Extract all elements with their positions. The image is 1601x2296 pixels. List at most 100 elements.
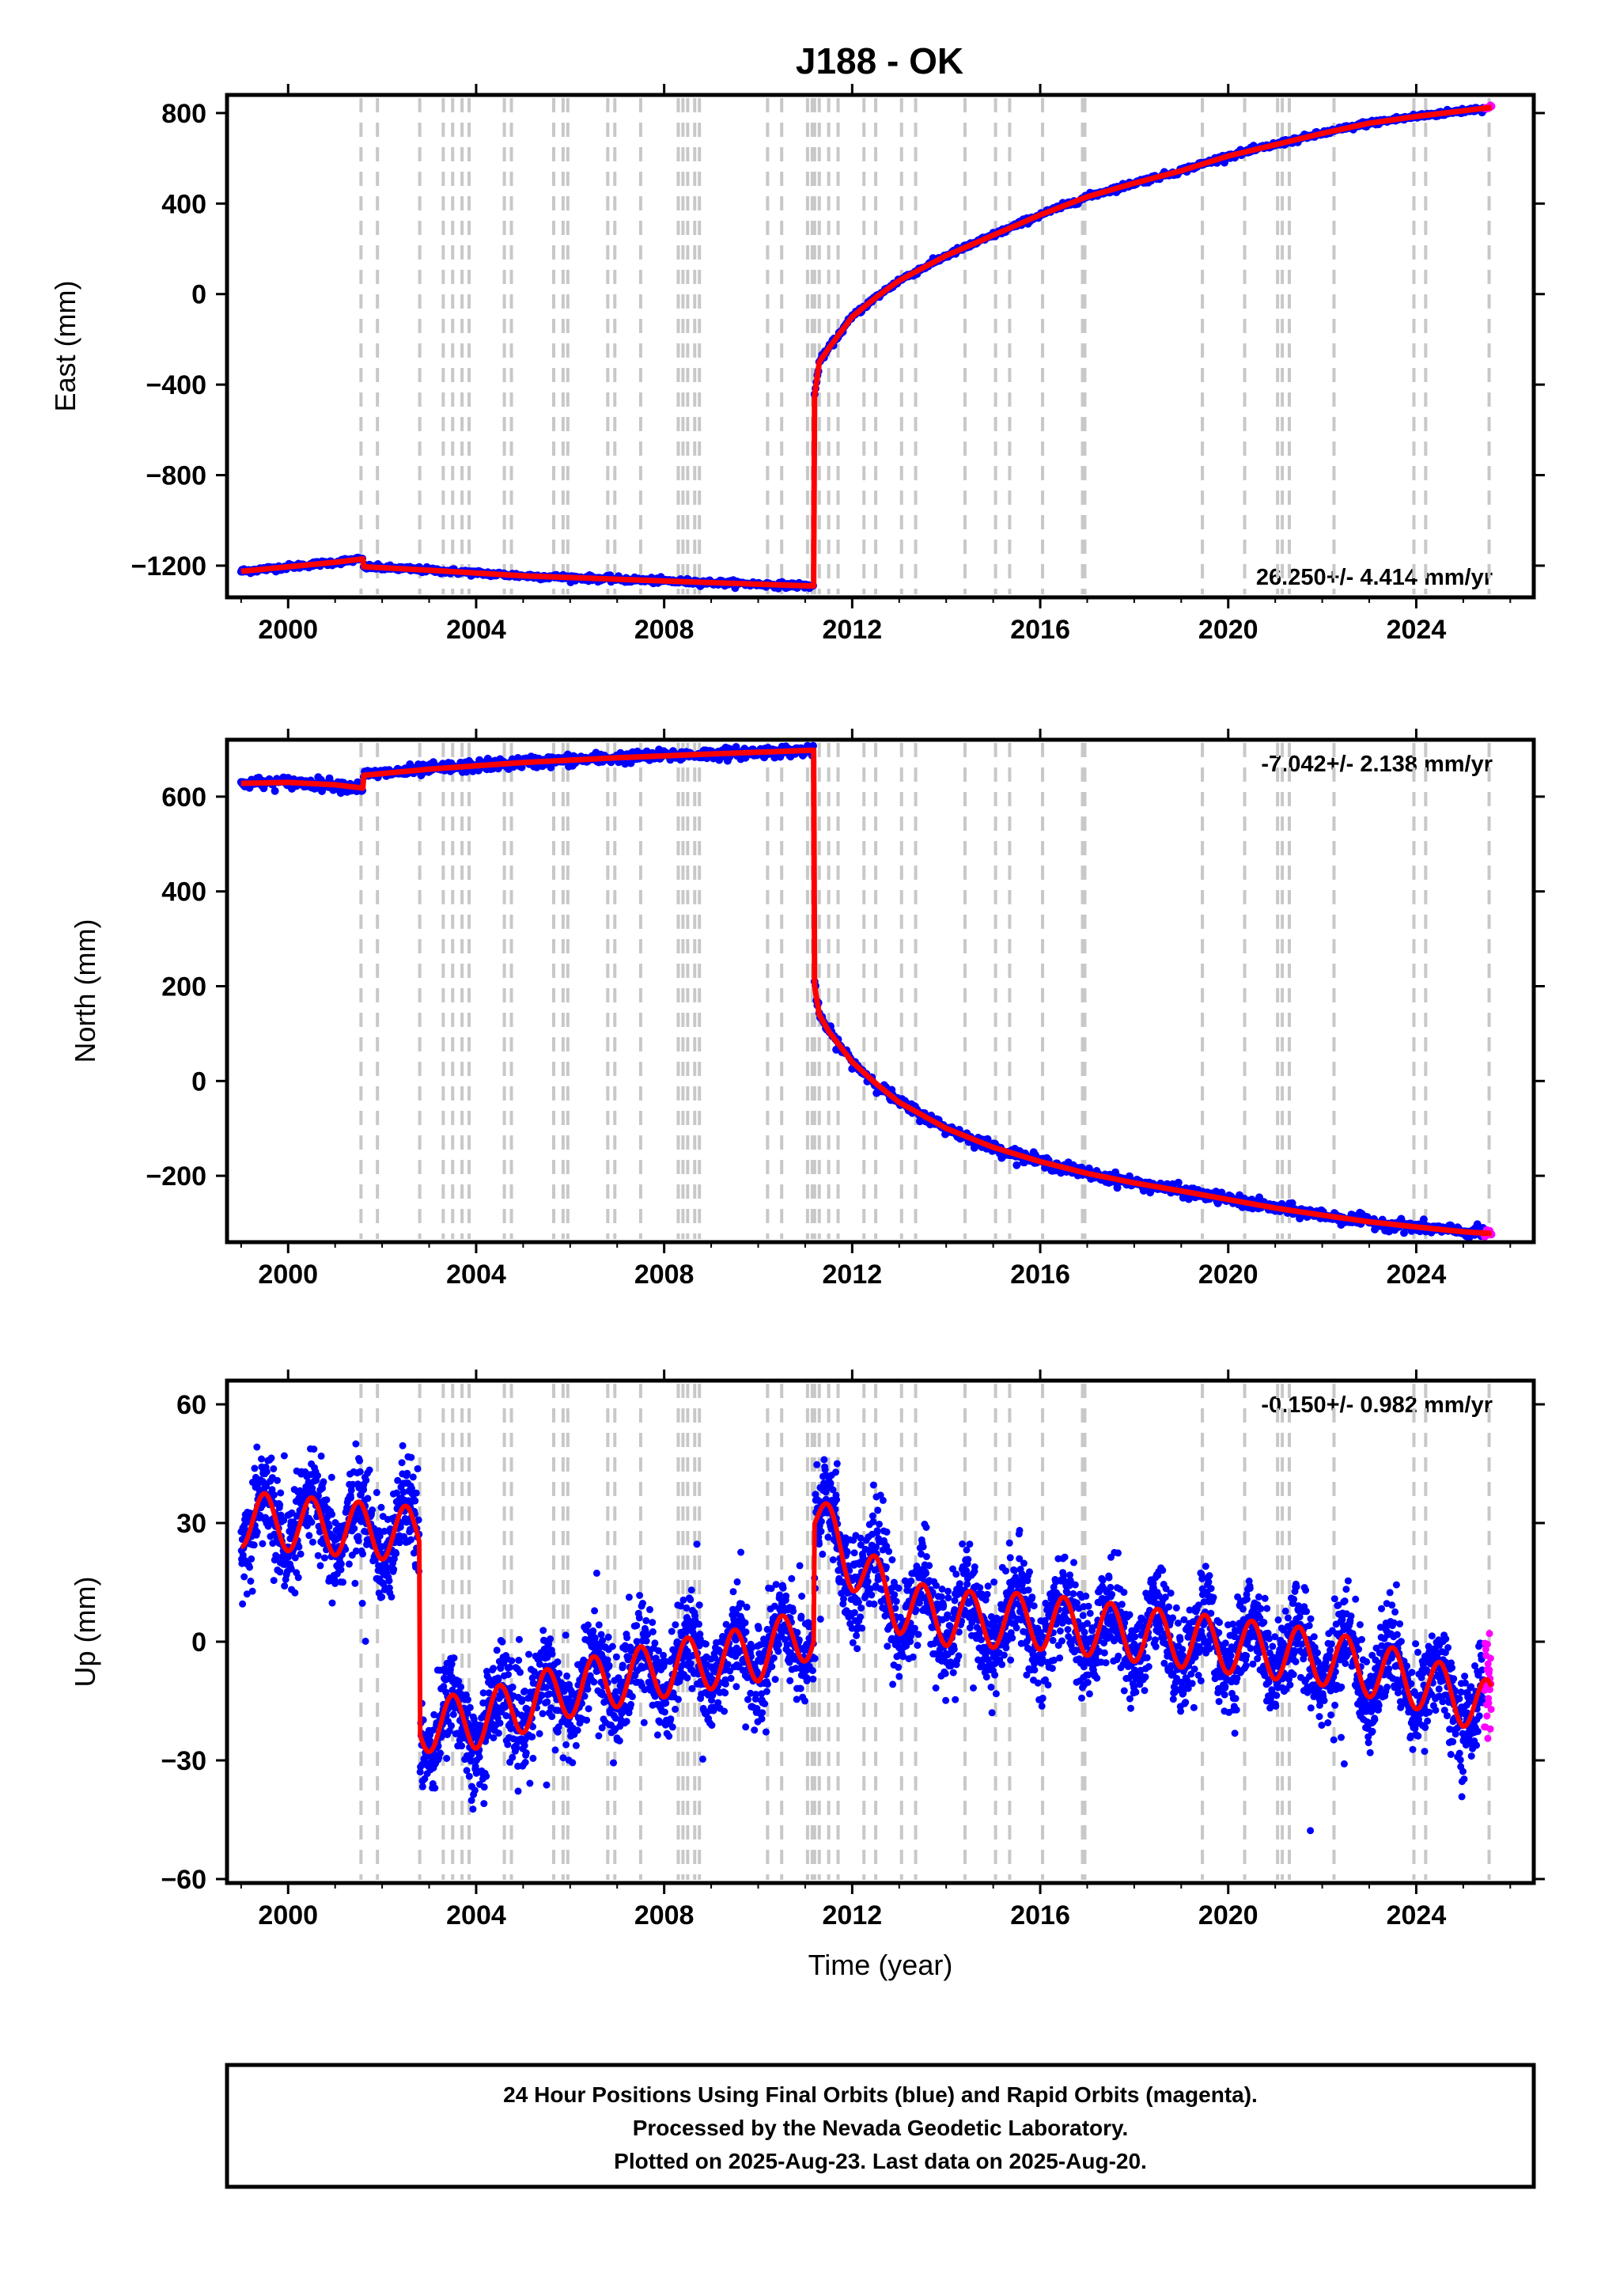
up-data-point	[458, 1742, 466, 1750]
up-data-point	[543, 1781, 551, 1789]
east-event-lines	[359, 98, 1491, 594]
north-y-tick-label: 400	[161, 877, 206, 907]
up-data-point	[633, 1622, 641, 1630]
up-data-point	[774, 1647, 782, 1655]
up-data-point	[483, 1772, 490, 1780]
up-data-point	[782, 1592, 790, 1600]
up-data-point	[635, 1614, 643, 1622]
up-data-point	[522, 1749, 530, 1756]
up-data-point	[732, 1683, 740, 1691]
up-data-point	[358, 1600, 366, 1607]
up-data-point	[817, 1528, 825, 1536]
up-data-point	[276, 1501, 284, 1509]
up-data-point	[259, 1540, 267, 1548]
up-data-point	[345, 1560, 353, 1568]
up-data-point	[505, 1663, 513, 1671]
up-data-point	[247, 1578, 255, 1585]
up-data-point	[796, 1562, 804, 1570]
up-data-point	[392, 1550, 400, 1558]
up-data-point	[508, 1657, 516, 1665]
up-data-point	[721, 1707, 729, 1715]
up-data-point	[702, 1640, 710, 1648]
up-data-point	[672, 1705, 679, 1713]
north-y-tick-label: −200	[146, 1161, 206, 1192]
up-data-point	[797, 1684, 804, 1692]
up-data-point	[529, 1754, 537, 1762]
up-data-point	[505, 1671, 512, 1679]
up-data-point	[675, 1695, 682, 1703]
up-data-point	[811, 1654, 819, 1662]
up-data-point	[361, 1637, 369, 1645]
up-data-point	[597, 1631, 605, 1639]
up-data-point	[708, 1722, 716, 1730]
up-data-point	[660, 1708, 668, 1716]
up-data-point	[258, 1455, 265, 1463]
up-data-point	[308, 1518, 316, 1526]
up-data-point	[291, 1589, 299, 1597]
up-data-point	[639, 1600, 646, 1607]
up-data-point	[403, 1469, 411, 1477]
north-y-axis-label: North (mm)	[69, 919, 101, 1063]
up-data-point	[771, 1676, 779, 1684]
up-data-point	[347, 1494, 354, 1502]
up-data-point	[551, 1746, 559, 1754]
up-data-point	[584, 1621, 592, 1629]
up-data-point	[407, 1536, 414, 1544]
up-data-point	[504, 1741, 512, 1749]
up-data-point	[270, 1577, 278, 1585]
east-x-tick-label: 2012	[823, 615, 883, 645]
up-data-point	[465, 1772, 473, 1780]
east-y-tick-label: 0	[191, 280, 206, 310]
up-data-point	[323, 1496, 331, 1504]
up-data-point	[776, 1591, 783, 1599]
up-data-point	[809, 1675, 817, 1683]
up-data-point	[762, 1728, 770, 1736]
up-data-point	[672, 1621, 679, 1629]
north-x-tick-label: 2004	[446, 1260, 506, 1290]
up-data-point	[699, 1755, 706, 1763]
up-data-point	[443, 1755, 451, 1762]
up-data-point	[253, 1443, 261, 1451]
up-data-point	[772, 1581, 780, 1589]
up-data-point	[350, 1525, 358, 1533]
up-data-point	[758, 1715, 766, 1723]
up-data-point	[721, 1680, 729, 1688]
up-data-point	[449, 1711, 457, 1718]
up-data-point	[724, 1661, 732, 1669]
up-data-point	[327, 1473, 335, 1481]
up-data-point	[270, 1465, 278, 1472]
up-data-point	[471, 1786, 479, 1794]
up-data-point	[398, 1459, 406, 1467]
up-data-point	[431, 1784, 439, 1792]
up-data-point	[605, 1661, 613, 1669]
up-data-point	[274, 1476, 281, 1484]
up-data-point	[585, 1705, 592, 1713]
east-x-tick-label: 2000	[258, 615, 318, 645]
up-data-point	[608, 1642, 616, 1650]
up-data-point	[589, 1627, 597, 1635]
north-x-tick-label: 2012	[823, 1260, 883, 1290]
up-data-point	[721, 1689, 729, 1697]
up-data-point	[339, 1578, 346, 1586]
up-data-point	[668, 1627, 676, 1635]
up-data-point	[320, 1554, 328, 1562]
up-data-point	[744, 1695, 751, 1703]
up-data-point	[642, 1637, 650, 1645]
up-data-point	[651, 1639, 659, 1647]
up-data-point	[742, 1628, 750, 1636]
up-data-point	[590, 1678, 598, 1686]
up-data-point	[328, 1510, 336, 1518]
up-data-point	[761, 1699, 769, 1707]
up-data-point	[695, 1620, 702, 1628]
north-y-tick-label: 600	[161, 782, 206, 813]
up-data-point	[411, 1497, 419, 1505]
up-data-point	[295, 1543, 303, 1551]
up-data-point	[623, 1634, 631, 1642]
up-data-point	[280, 1452, 288, 1460]
up-data-point	[562, 1631, 570, 1639]
up-data-point	[687, 1660, 695, 1668]
up-data-point	[414, 1464, 422, 1472]
up-data-point	[548, 1650, 556, 1658]
up-data-point	[412, 1489, 420, 1497]
